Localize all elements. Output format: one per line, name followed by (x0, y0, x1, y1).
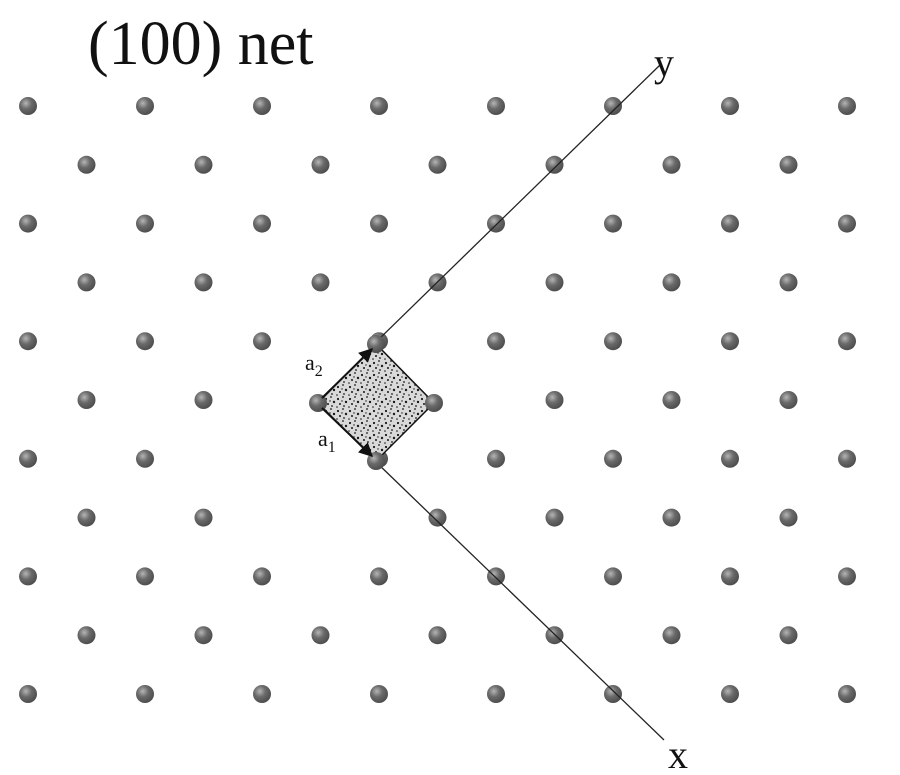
lattice-atom (19, 97, 37, 115)
lattice-atom (604, 685, 622, 703)
lattice-atom (77, 391, 96, 409)
lattice-atom (19, 567, 37, 586)
lattice-atom (838, 567, 856, 586)
lattice-atom (77, 155, 96, 174)
lattice-atom (662, 391, 681, 409)
lattice-atom (194, 508, 213, 527)
lattice-atom (545, 391, 564, 409)
lattice-atom (253, 567, 271, 586)
x-axis-label: x (668, 732, 688, 775)
lattice-atom (487, 214, 505, 233)
lattice-atom (545, 155, 564, 174)
lattice-atom (253, 97, 271, 115)
lattice-atom (194, 155, 213, 174)
lattice-atom (662, 273, 681, 292)
lattice-atom (604, 97, 622, 115)
lattice-atom (253, 332, 271, 351)
lattice-atom (370, 97, 388, 115)
lattice-atom (428, 626, 447, 645)
lattice-atom (604, 567, 622, 586)
vector-a2-base: a (305, 350, 315, 375)
lattice-atom (838, 685, 856, 703)
lattice-atom (662, 626, 681, 645)
lattice-atoms (19, 97, 856, 703)
lattice-atom (194, 626, 213, 645)
lattice-atom (253, 214, 271, 233)
lattice-atom (838, 97, 856, 115)
lattice-atom (721, 685, 739, 703)
lattice-atom (487, 332, 505, 351)
lattice-atom (779, 391, 798, 409)
lattice-atom (604, 332, 622, 351)
lattice-atom (136, 685, 154, 703)
lattice-atom (779, 155, 798, 174)
lattice-atom (194, 273, 213, 292)
lattice-atom (779, 508, 798, 527)
lattice-atom (838, 449, 856, 468)
x-axis-line (375, 461, 665, 741)
lattice-atom (77, 508, 96, 527)
lattice-atom (721, 332, 739, 351)
vector-a1-label: a1 (318, 426, 336, 456)
y-axis-label: y (654, 40, 674, 85)
lattice-atom (311, 626, 330, 645)
lattice-atom (428, 155, 447, 174)
lattice-atom (545, 508, 564, 527)
lattice-atom (662, 508, 681, 527)
lattice-atom (194, 391, 213, 409)
lattice-atom (428, 508, 447, 527)
y-axis-line (375, 64, 661, 343)
lattice-atom (77, 273, 96, 292)
lattice-atom (487, 97, 505, 115)
vector-a2-subscript: 2 (315, 363, 323, 380)
lattice-atom (19, 449, 37, 468)
lattice-atom (604, 449, 622, 468)
lattice-atom (838, 214, 856, 233)
lattice-atom (370, 685, 388, 703)
lattice-atom (487, 685, 505, 703)
vector-a1-subscript: 1 (328, 439, 336, 456)
diagram-title: (100) net (88, 10, 314, 78)
lattice-atom (604, 214, 622, 233)
lattice-atom (721, 449, 739, 468)
lattice-atom (136, 567, 154, 586)
lattice-atom (136, 214, 154, 233)
lattice-atom (838, 332, 856, 351)
lattice-atom (721, 97, 739, 115)
vector-a2-arrow (321, 348, 373, 399)
lattice-atom (19, 214, 37, 233)
vector-a2-label: a2 (305, 350, 323, 380)
lattice-atom (779, 273, 798, 292)
lattice-atom (370, 214, 388, 233)
lattice-atom (136, 449, 154, 468)
vector-a1-arrow (321, 407, 374, 457)
lattice-atom (311, 155, 330, 174)
lattice-atom (425, 394, 443, 412)
lattice-atom (779, 626, 798, 645)
lattice-atom (370, 567, 388, 586)
lattice-atom (136, 332, 154, 351)
lattice-atom (487, 567, 505, 586)
lattice-atom (545, 273, 564, 292)
vector-a1-base: a (318, 426, 328, 451)
lattice-atom (721, 214, 739, 233)
lattice-atom (721, 567, 739, 586)
lattice-atom (487, 449, 505, 468)
lattice-atom (253, 685, 271, 703)
lattice-atom (77, 626, 96, 645)
lattice-atom (662, 155, 681, 174)
lattice-atom (311, 273, 330, 292)
lattice-atom (19, 332, 37, 351)
lattice-atom (19, 685, 37, 703)
lattice-atom (136, 97, 154, 115)
